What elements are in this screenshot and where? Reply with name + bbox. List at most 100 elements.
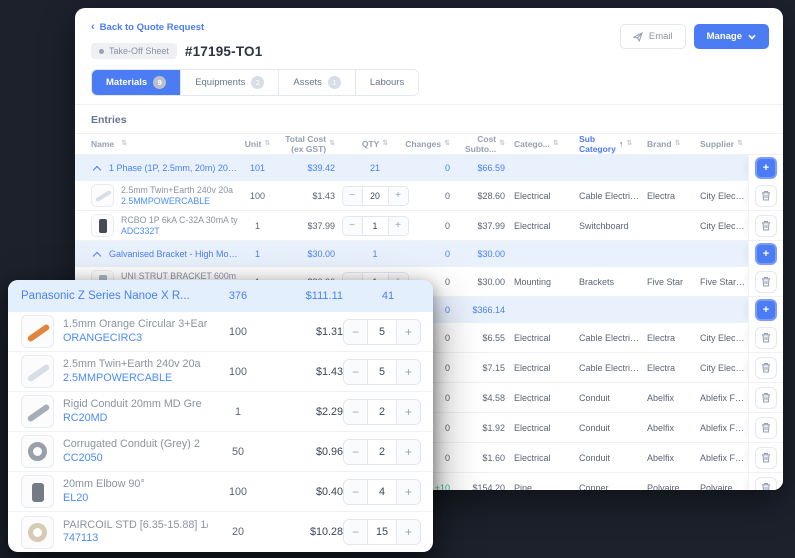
tab-label: Assets bbox=[293, 77, 322, 88]
item-code-link[interactable]: 2.5MMPOWERCABLE bbox=[121, 195, 210, 206]
group-row[interactable]: Galvanised Bracket - High Mou... 1 $30.00 1… bbox=[75, 241, 783, 267]
delete-row-button[interactable] bbox=[755, 416, 777, 439]
group-name: Galvanised Bracket - High Mou... bbox=[109, 249, 240, 259]
cost-subtotal-cell: $7.15 bbox=[482, 362, 505, 373]
column-header-cost[interactable]: Cost Subto... ⇅ bbox=[450, 134, 505, 154]
product-thumbnail bbox=[21, 435, 54, 468]
cost-subtotal-cell: $154.20 bbox=[472, 482, 505, 491]
tab-assets[interactable]: Assets 1 bbox=[279, 70, 356, 95]
delete-row-button[interactable] bbox=[755, 184, 777, 207]
item-name-lines: Rigid Conduit 20mm MD Gre RC20MD bbox=[63, 398, 202, 425]
row-decrement-button[interactable]: − bbox=[342, 186, 362, 205]
changes-cell: 0 bbox=[444, 249, 450, 259]
column-header-unit[interactable]: Unit ⇅ bbox=[240, 139, 275, 149]
delete-row-button[interactable] bbox=[755, 326, 777, 349]
overlay-row-quantity-value[interactable]: 15 bbox=[366, 520, 398, 544]
cost-subtotal-cell: $28.60 bbox=[477, 190, 505, 201]
overlay-row-decrement-button[interactable]: − bbox=[344, 520, 367, 544]
column-header-qty[interactable]: QTY ⇅ bbox=[335, 139, 415, 149]
tab-labours[interactable]: Labours bbox=[355, 70, 419, 95]
row-decrement-button[interactable]: − bbox=[342, 216, 362, 235]
item-code-link[interactable]: ADC332T bbox=[121, 225, 160, 236]
back-to-quote-request-link[interactable]: ‹ Back to Quote Request bbox=[91, 22, 204, 34]
column-header-cat[interactable]: Catego... ⇅ bbox=[505, 139, 570, 149]
supplier-cell: Five Star Pty Lt bbox=[700, 276, 748, 287]
add-item-button[interactable]: + bbox=[755, 157, 777, 179]
overlay-row-increment-button[interactable]: + bbox=[397, 359, 420, 384]
overlay-row-increment-button[interactable]: + bbox=[397, 479, 420, 504]
overlay-group-header-row[interactable]: Panasonic Z Series Nanoe X R... 376 $111… bbox=[8, 280, 433, 312]
tab-equipments[interactable]: Equipments 2 bbox=[181, 70, 280, 95]
qty-cell: −20 + bbox=[335, 185, 415, 206]
delete-row-button[interactable] bbox=[755, 446, 777, 469]
add-item-button[interactable]: + bbox=[755, 299, 777, 321]
row-quantity-stepper: −1+ bbox=[341, 215, 409, 236]
unit-cell: 50 bbox=[231, 445, 244, 458]
overlay-row-increment-button[interactable]: + bbox=[397, 520, 420, 544]
collapse-chevron-up-icon[interactable] bbox=[93, 250, 102, 259]
column-header-brand[interactable]: Brand ⇅ bbox=[640, 139, 693, 149]
group-row[interactable]: 1 Phase (1P, 2.5mm, 20m) 20A ... 101 $39.4… bbox=[75, 155, 783, 181]
trash-icon bbox=[762, 362, 770, 373]
overlay-row-quantity-value[interactable]: 5 bbox=[366, 359, 398, 384]
item-code-link[interactable]: 747113 bbox=[63, 532, 99, 544]
row-quantity-value[interactable]: 1 bbox=[361, 216, 389, 235]
unit-cell: 1 bbox=[234, 405, 241, 418]
name-cell: 2.5mm Twin+Earth 240v 20a 2.5MMPOWERCABLE bbox=[75, 184, 240, 207]
delete-row-button[interactable] bbox=[755, 214, 777, 237]
column-header-chg[interactable]: Changes ⇅ bbox=[405, 139, 450, 149]
qty-cell: −5 + bbox=[343, 358, 433, 385]
brand-cell: Abelfix bbox=[647, 392, 675, 403]
item-code-link[interactable]: ORANGECIRC3 bbox=[63, 331, 143, 344]
product-thumbnail bbox=[21, 395, 54, 428]
overlay-row-quantity-value[interactable]: 2 bbox=[366, 399, 398, 424]
drag-preview-panel[interactable]: Panasonic Z Series Nanoe X R... 376 $111… bbox=[8, 280, 433, 552]
overlay-row-increment-button[interactable]: + bbox=[397, 319, 420, 344]
row-quantity-value[interactable]: 20 bbox=[361, 186, 389, 205]
tab-materials[interactable]: Materials 9 bbox=[92, 70, 182, 95]
column-header-name[interactable]: Name ⇅ bbox=[75, 139, 240, 149]
delete-row-button[interactable] bbox=[755, 386, 777, 409]
overlay-row-quantity-value[interactable]: 5 bbox=[366, 319, 398, 344]
row-increment-button[interactable]: + bbox=[388, 186, 408, 205]
brand-cell: Electra bbox=[647, 332, 676, 343]
overlay-group-name: Panasonic Z Series Nanoe X R... bbox=[21, 290, 190, 302]
chevron-down-icon bbox=[748, 34, 756, 40]
overlay-row-increment-button[interactable]: + bbox=[397, 439, 420, 464]
item-code-link[interactable]: 2.5MMPOWERCABLE bbox=[63, 371, 173, 384]
cost-subtotal-cell: $6.55 bbox=[482, 332, 505, 343]
column-header-sub[interactable]: Sub Category ↑ ⇅ bbox=[570, 134, 640, 154]
overlay-row-quantity-value[interactable]: 2 bbox=[366, 439, 398, 464]
overlay-row-quantity-value[interactable]: 4 bbox=[366, 479, 398, 504]
overlay-material-row: 1.5mm Orange Circular 3+Ear ORANGECIRC3 10… bbox=[8, 312, 433, 352]
overlay-row-increment-button[interactable]: + bbox=[397, 399, 420, 424]
overlay-row-decrement-button[interactable]: − bbox=[344, 399, 367, 424]
sort-icon: ⇅ bbox=[121, 140, 128, 147]
item-title: Rigid Conduit 20mm MD Gre bbox=[63, 398, 202, 410]
item-code-link[interactable]: EL20 bbox=[63, 491, 89, 504]
category-cell: Electrical bbox=[514, 452, 551, 463]
item-code-link[interactable]: CC2050 bbox=[63, 451, 103, 464]
unit-cell: 100 bbox=[228, 325, 247, 338]
overlay-name-cell: PAIRCOIL STD [6.35-15.88] 1/747113 bbox=[8, 515, 208, 549]
overlay-row-decrement-button[interactable]: − bbox=[344, 359, 367, 384]
add-item-button[interactable]: + bbox=[755, 243, 777, 265]
overlay-row-decrement-button[interactable]: − bbox=[344, 479, 367, 504]
column-header-label: Supplier bbox=[700, 139, 735, 149]
qty-cell: −2 + bbox=[343, 398, 433, 425]
delete-row-button[interactable] bbox=[755, 270, 777, 293]
collapse-chevron-up-icon[interactable] bbox=[93, 164, 102, 173]
overlay-row-decrement-button[interactable]: − bbox=[344, 439, 367, 464]
delete-row-button[interactable] bbox=[755, 356, 777, 379]
item-code-link[interactable]: RC20MD bbox=[63, 411, 108, 424]
overlay-row-decrement-button[interactable]: − bbox=[344, 319, 367, 344]
delete-row-button[interactable] bbox=[755, 476, 777, 490]
manage-button[interactable]: Manage bbox=[693, 24, 769, 49]
row-increment-button[interactable]: + bbox=[388, 216, 408, 235]
tabs-wrap: Materials 9 Equipments 2 Assets 1 Labours bbox=[75, 65, 783, 105]
cost-subtotal-cell: $66.59 bbox=[477, 163, 505, 173]
column-header-total[interactable]: Total Cost (ex GST) ⇅ bbox=[275, 134, 335, 154]
unit-cell: 100 bbox=[249, 190, 266, 201]
column-header-sup[interactable]: Supplier ⇅ bbox=[693, 139, 748, 149]
email-button[interactable]: Email bbox=[619, 24, 686, 49]
